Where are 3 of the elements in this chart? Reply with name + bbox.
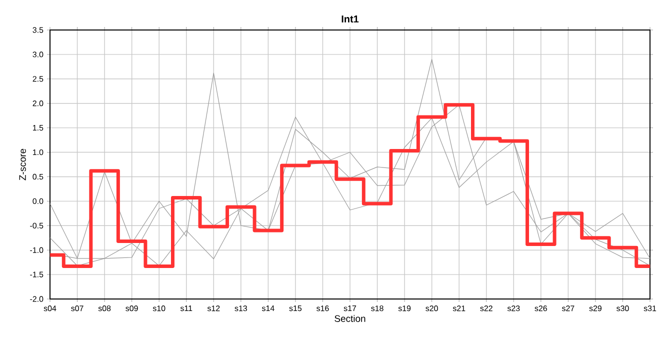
chart-title: Int1 [342,16,359,23]
x-axis-title: Section [334,315,366,322]
y-axis-title: Z-score [19,148,26,180]
